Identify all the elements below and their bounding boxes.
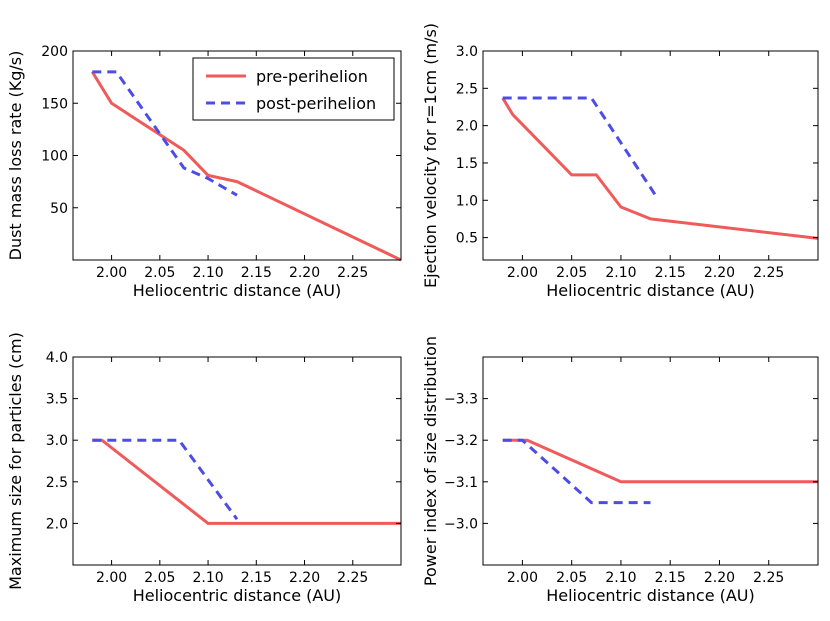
- x-tick-label: 2.00: [507, 265, 538, 281]
- x-tick-label: 2.25: [337, 570, 368, 586]
- y-axis-label: Maximum size for particles (cm): [6, 332, 25, 590]
- x-tick-label: 2.05: [144, 265, 175, 281]
- x-tick-label: 2.10: [605, 265, 636, 281]
- x-tick-label: 2.25: [753, 570, 784, 586]
- y-tick-label: 3.5: [46, 392, 68, 408]
- subplot-1: 2.00 2.05 2.10 2.15 2.20 2.25 50 100 150 200 Helio…: [6, 44, 402, 300]
- y-tick-label: 50: [50, 201, 68, 217]
- y-tick-label: −3.1: [444, 475, 478, 491]
- axes-frame: [72, 356, 402, 566]
- legend: pre-perihelion post-perihelion: [192, 57, 395, 121]
- y-tick-label: 4.0: [46, 350, 68, 366]
- x-tick-label: 2.15: [241, 570, 272, 586]
- x-tick-label: 2.20: [289, 265, 320, 281]
- y-tick-label: 3.0: [46, 433, 68, 449]
- legend-label: post-perihelion: [256, 94, 376, 113]
- subplot-2: 2.00 2.05 2.10 2.15 2.20 2.25 0.5 1.0 1.5 2.0 2.5 3…: [421, 23, 819, 300]
- y-axis-label: Dust mass loss rate (Kg/s): [6, 51, 25, 261]
- y-tick-label: −3.0: [444, 516, 478, 532]
- series-line-post: [502, 96, 657, 196]
- x-tick-label: 2.15: [655, 265, 686, 281]
- x-axis-label: Heliocentric distance (AU): [546, 281, 755, 300]
- x-tick-label: 2.20: [704, 265, 735, 281]
- x-tick-label: 2.00: [96, 265, 127, 281]
- y-tick-label: 200: [41, 44, 68, 60]
- x-tick-label: 2.15: [241, 265, 272, 281]
- x-tick-label: 2.25: [753, 265, 784, 281]
- x-tick-label: 2.00: [96, 570, 127, 586]
- y-tick-label: −3.3: [444, 392, 478, 408]
- series-line-post: [92, 70, 238, 197]
- y-tick-label: 1.0: [456, 193, 478, 209]
- x-axis-label: Heliocentric distance (AU): [133, 586, 342, 605]
- x-tick-label: 2.10: [192, 570, 223, 586]
- x-axis-label: Heliocentric distance (AU): [133, 281, 342, 300]
- subplot-4: 2.00 2.05 2.10 2.15 2.20 2.25 −3.3 −3.2 −3.1 −3.0…: [421, 336, 819, 605]
- x-tick-label: 2.20: [704, 570, 735, 586]
- x-tick-label: 2.10: [192, 265, 223, 281]
- legend-box: [192, 57, 395, 121]
- series-line-pre: [501, 97, 819, 240]
- series-line-pre: [502, 438, 818, 484]
- y-tick-label: 100: [41, 149, 68, 165]
- x-tick-label: 2.10: [605, 570, 636, 586]
- subplot-3: 2.00 2.05 2.10 2.15 2.20 2.25 2.0 2.5 3.0 3.5 4.0 H…: [6, 332, 402, 605]
- x-tick-label: 2.25: [337, 265, 368, 281]
- y-tick-label: 2.0: [456, 119, 478, 135]
- y-tick-label: −3.2: [444, 433, 478, 449]
- x-tick-label: 2.05: [556, 265, 587, 281]
- series-line-post: [502, 438, 651, 505]
- y-axis-label: Power index of size distribution: [421, 336, 440, 586]
- y-tick-label: 0.5: [456, 231, 478, 247]
- x-tick-label: 2.05: [556, 570, 587, 586]
- y-tick-label: 2.5: [46, 475, 68, 491]
- axes-frame: [482, 50, 819, 261]
- x-tick-label: 2.15: [655, 570, 686, 586]
- x-tick-label: 2.20: [289, 570, 320, 586]
- legend-label: pre-perihelion: [256, 67, 368, 86]
- y-tick-label: 3.0: [456, 44, 478, 60]
- axes-frame: [482, 356, 819, 566]
- y-axis-label: Ejection velocity for r=1cm (m/s): [421, 23, 440, 288]
- x-axis-label: Heliocentric distance (AU): [546, 586, 755, 605]
- x-tick-label: 2.00: [507, 570, 538, 586]
- y-tick-label: 2.5: [456, 81, 478, 97]
- series-line-pre: [91, 71, 402, 262]
- y-tick-label: 150: [41, 96, 68, 112]
- series-line-pre: [92, 438, 401, 525]
- y-tick-label: 1.5: [456, 156, 478, 172]
- series-line-post: [92, 438, 239, 521]
- x-tick-label: 2.05: [144, 570, 175, 586]
- y-tick-label: 2.0: [46, 516, 68, 532]
